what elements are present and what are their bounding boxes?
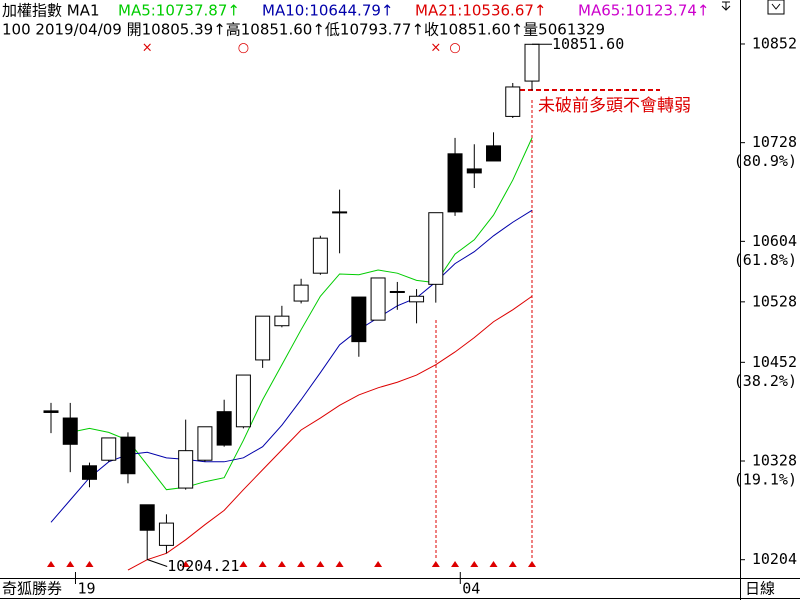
buy-triangle xyxy=(470,561,479,567)
candle-body xyxy=(62,417,78,445)
candle-body xyxy=(216,411,232,446)
footer-left: 奇狐勝券 xyxy=(2,580,62,598)
candle-body xyxy=(370,277,386,321)
candle-body xyxy=(312,237,328,274)
candle-body xyxy=(101,437,117,461)
y-tick-label: 10204 xyxy=(752,550,797,568)
candle-body xyxy=(158,522,174,546)
scroll-icon[interactable] xyxy=(767,0,785,15)
high-label: 10851.60 xyxy=(552,35,624,53)
ma-line xyxy=(127,295,533,571)
buy-triangle xyxy=(374,561,383,567)
buy-triangle xyxy=(277,561,286,567)
x-tick-label: 04 xyxy=(462,580,480,598)
candle-body xyxy=(235,374,251,428)
buy-triangle xyxy=(181,561,190,567)
y-tick-label: 10604 xyxy=(752,232,797,250)
ma5-label: MA5:10737.87↑ xyxy=(118,2,240,20)
candle-body xyxy=(81,465,97,480)
y-tick-label: 10728 xyxy=(752,133,797,151)
candle-body xyxy=(197,426,213,461)
candle-body xyxy=(447,153,463,213)
candle-body xyxy=(120,436,136,475)
candle-body xyxy=(524,43,540,82)
header-title: 加權指數 MA1 xyxy=(2,2,100,20)
ma-line xyxy=(70,137,533,491)
candle-body xyxy=(274,315,290,327)
note: 未破前多頭不會轉弱 xyxy=(538,96,691,116)
low-leader xyxy=(147,559,168,568)
candle-body xyxy=(351,296,367,343)
buy-triangle xyxy=(66,561,75,567)
candle-body xyxy=(428,212,444,285)
quote-line: 100 2019/04/09 開10805.39↑高10851.60↑低1079… xyxy=(2,21,605,39)
signal: × xyxy=(142,41,153,56)
candle-body xyxy=(255,315,271,361)
ma65-label: MA65:10123.74↑ xyxy=(578,2,709,20)
buy-triangle xyxy=(297,561,306,567)
buy-triangle xyxy=(508,561,517,567)
footer-right[interactable]: 日線 xyxy=(745,580,775,598)
fib-label: (19.1%) xyxy=(734,471,797,489)
buy-triangle xyxy=(431,561,440,567)
buy-triangle xyxy=(258,561,267,567)
signal: × xyxy=(430,41,441,56)
candle-body xyxy=(178,450,194,489)
low-label: 10204.21 xyxy=(167,557,239,575)
buy-triangle xyxy=(316,561,325,567)
candle-body xyxy=(139,504,155,531)
ma10-label: MA10:10644.79↑ xyxy=(262,2,393,20)
buy-triangle xyxy=(85,561,94,567)
ma21-label: MA21:10536.67↑ xyxy=(415,2,546,20)
buy-triangle xyxy=(528,561,536,567)
x-tick-label: 19 xyxy=(77,580,95,598)
candle-body xyxy=(409,295,425,303)
buy-triangle xyxy=(451,561,460,567)
signal: ○ xyxy=(449,41,460,56)
signal: ○ xyxy=(238,41,249,56)
y-tick-label: 10852 xyxy=(752,34,797,52)
fib-label: (38.2%) xyxy=(734,372,797,390)
y-tick-label: 10452 xyxy=(752,353,797,371)
y-tick-label: 10528 xyxy=(752,292,797,310)
candle-body xyxy=(293,284,309,302)
candle-body xyxy=(505,86,521,117)
y-tick-label: 10328 xyxy=(752,452,797,470)
fib-label: (80.9%) xyxy=(734,152,797,170)
candle-body xyxy=(43,410,59,413)
buy-triangle xyxy=(47,561,55,567)
buy-triangle xyxy=(239,561,248,567)
fib-label: (61.8%) xyxy=(734,251,797,269)
menu-icon[interactable] xyxy=(721,1,731,11)
candle-body xyxy=(332,211,348,214)
candle-body xyxy=(389,290,405,293)
candle-body xyxy=(466,168,482,174)
buy-triangle xyxy=(335,561,344,567)
candle-body xyxy=(486,145,502,162)
buy-triangle xyxy=(489,561,498,567)
